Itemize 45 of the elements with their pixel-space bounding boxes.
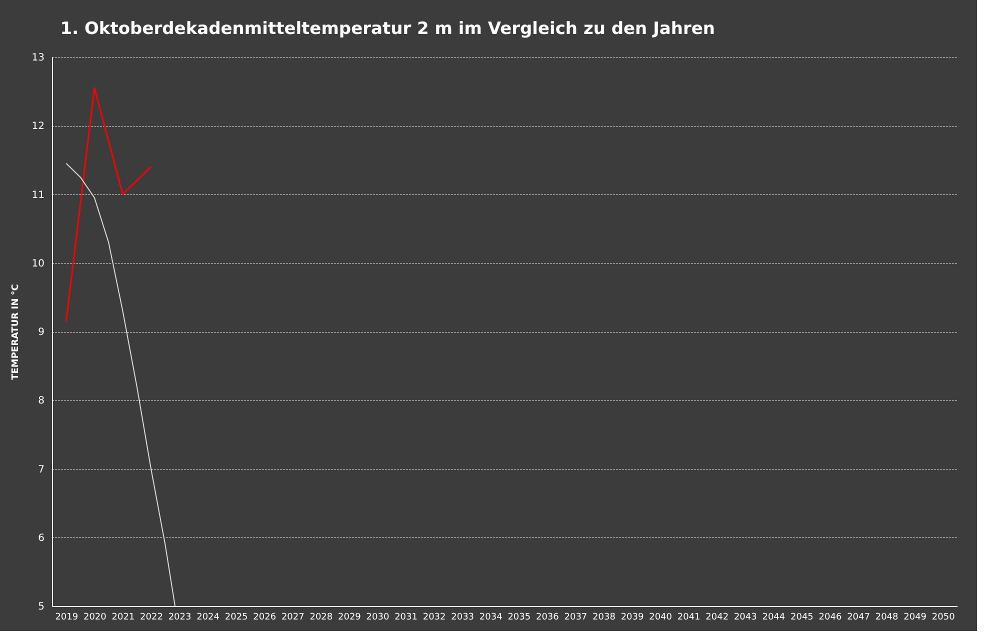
x-tick-label: 2040 bbox=[649, 612, 672, 622]
line-series bbox=[66, 162, 176, 606]
x-tick-label: 2036 bbox=[536, 612, 560, 622]
y-tick-label: 13 bbox=[32, 52, 44, 64]
line-series bbox=[65, 87, 152, 322]
y-tick-label: 9 bbox=[38, 327, 44, 338]
x-tick-label: 2048 bbox=[875, 612, 899, 622]
x-tick-label: 2033 bbox=[451, 612, 474, 622]
x-tick-label: 2031 bbox=[394, 612, 418, 622]
x-tick-label: 2044 bbox=[762, 612, 786, 622]
x-tick-label: 2019 bbox=[55, 612, 78, 622]
x-tick-label: 2050 bbox=[932, 612, 956, 622]
y-tick-label: 6 bbox=[38, 532, 44, 544]
x-tick-label: 2025 bbox=[224, 612, 248, 622]
x-tick-label: 2024 bbox=[196, 612, 220, 622]
x-tick-label: 2028 bbox=[310, 612, 333, 622]
x-tick-label: 2030 bbox=[366, 612, 390, 622]
x-tick-label: 2045 bbox=[790, 612, 814, 622]
x-tick-label: 2038 bbox=[592, 612, 616, 622]
x-tick-label: 2020 bbox=[83, 612, 107, 622]
y-tick-label: 7 bbox=[38, 464, 44, 476]
x-tick-label: 2041 bbox=[677, 612, 700, 622]
x-tick-label: 2027 bbox=[281, 612, 304, 622]
chart-title: 1. Oktoberdekadenmitteltemperatur 2 m im Vergleich zu den Jahren bbox=[60, 19, 715, 39]
x-tick-label: 2032 bbox=[422, 612, 446, 622]
x-tick-label: 2043 bbox=[734, 612, 757, 622]
x-tick-label: 2039 bbox=[620, 612, 644, 622]
y-tick-label: 12 bbox=[32, 121, 44, 132]
x-tick-label: 2022 bbox=[140, 612, 163, 622]
x-tick-label: 2046 bbox=[818, 612, 842, 622]
x-tick-label: 2021 bbox=[112, 612, 135, 622]
y-tick-label: 8 bbox=[38, 396, 44, 407]
y-tick-label: 10 bbox=[32, 258, 44, 270]
x-tick-label: 2037 bbox=[564, 612, 588, 622]
x-tick-label: 2047 bbox=[847, 612, 870, 622]
y-axis-title: TEMPERATUR IN °C bbox=[10, 284, 21, 380]
x-tick-label: 2042 bbox=[706, 612, 729, 622]
y-tick-label: 5 bbox=[38, 602, 44, 612]
y-tick-label: 11 bbox=[32, 190, 44, 201]
x-tick-label: 2026 bbox=[253, 612, 276, 622]
x-tick-label: 2023 bbox=[168, 612, 192, 622]
x-tick-label: 2029 bbox=[338, 612, 362, 622]
x-tick-label: 2034 bbox=[479, 612, 503, 622]
x-tick-label: 2049 bbox=[904, 612, 927, 622]
x-tick-label: 2035 bbox=[508, 612, 531, 622]
